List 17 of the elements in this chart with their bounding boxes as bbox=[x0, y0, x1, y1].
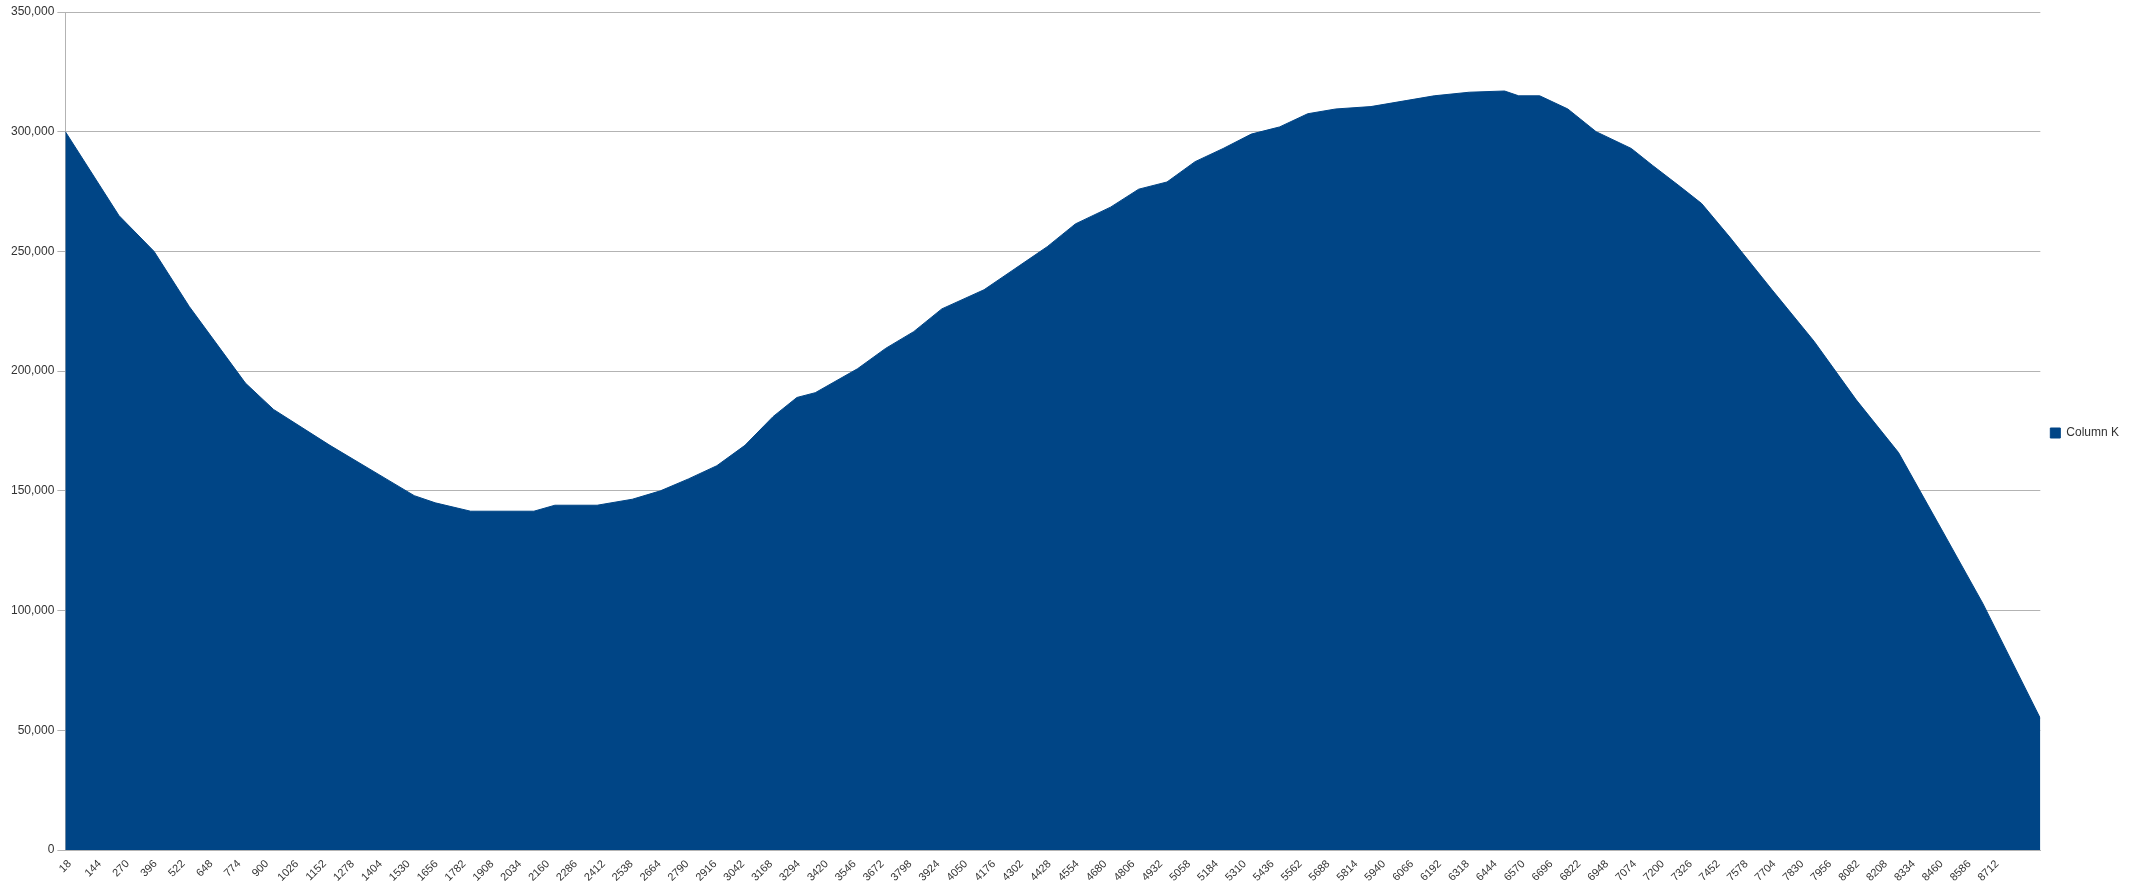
y-tick-label: 250,000 bbox=[10, 243, 55, 258]
x-tick-label: 396 bbox=[137, 857, 160, 879]
legend-label: Column K bbox=[2066, 425, 2119, 440]
y-tick-label: 350,000 bbox=[10, 4, 55, 19]
x-tick-label: 522 bbox=[165, 857, 187, 879]
x-tick-label: 648 bbox=[193, 857, 215, 879]
x-tick-label: 270 bbox=[109, 857, 132, 879]
x-tick-label: 900 bbox=[249, 857, 271, 879]
x-tick-label: 18 bbox=[56, 857, 74, 875]
x-tick-label: 144 bbox=[81, 857, 104, 879]
y-tick-label: 50,000 bbox=[17, 722, 55, 737]
y-tick-label: 300,000 bbox=[10, 124, 55, 139]
x-tick-label: 774 bbox=[221, 857, 243, 879]
y-tick-label: 150,000 bbox=[10, 483, 55, 498]
y-tick-label: 100,000 bbox=[10, 602, 55, 617]
y-tick-label: 0 bbox=[47, 842, 55, 857]
y-tick-label: 200,000 bbox=[10, 363, 55, 378]
